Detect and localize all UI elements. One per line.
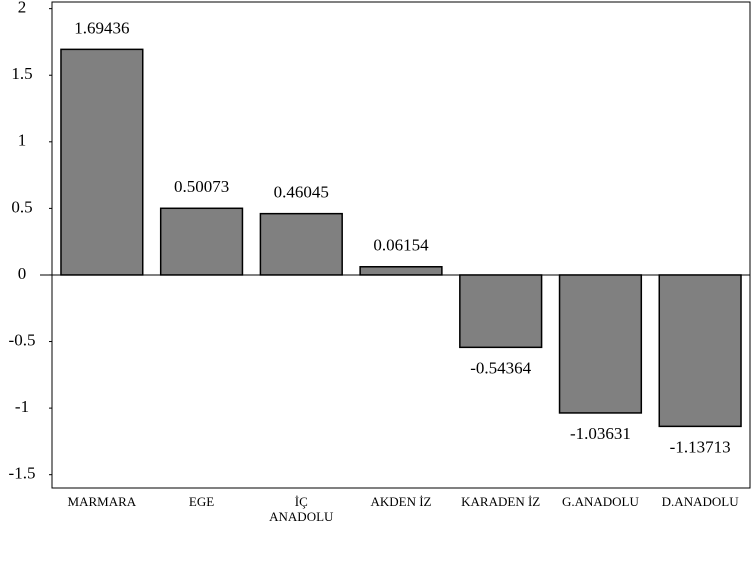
bar [359,266,443,276]
x-tick-label: MARMARA [67,494,137,509]
value-label: 0.06154 [373,236,429,255]
y-tick-label: 0 [18,264,27,283]
y-tick-label: -1.5 [9,464,36,483]
value-label: 0.50073 [174,177,229,196]
x-tick-label: D.ANADOLU [661,494,739,509]
bar [259,212,343,276]
bar [159,207,244,276]
y-tick-label: -0.5 [9,330,36,349]
value-label: -1.13713 [670,437,731,456]
bar [658,274,742,428]
bar [558,274,643,414]
y-tick-label: 2 [18,0,27,17]
y-tick-label: -1 [15,397,29,416]
value-label: -0.54364 [470,358,531,377]
y-tick-label: 0.5 [11,197,32,216]
value-label: -1.03631 [570,424,631,443]
plot-frame [51,1,751,489]
x-tick-label: EGE [188,494,215,509]
value-label: 1.69436 [74,18,129,37]
x-tick-label: AKDEN İZ [370,494,432,509]
x-tick-label: G.ANADOLU [561,494,639,509]
bar [60,48,144,276]
value-label: 0.46045 [274,183,329,202]
bar [459,274,543,349]
y-tick-label: 1 [18,131,27,150]
x-tick-label: KARADEN İZ [461,494,541,509]
y-tick-label: 1.5 [11,64,32,83]
x-tick-label: İÇ ANADOLU [269,494,334,524]
